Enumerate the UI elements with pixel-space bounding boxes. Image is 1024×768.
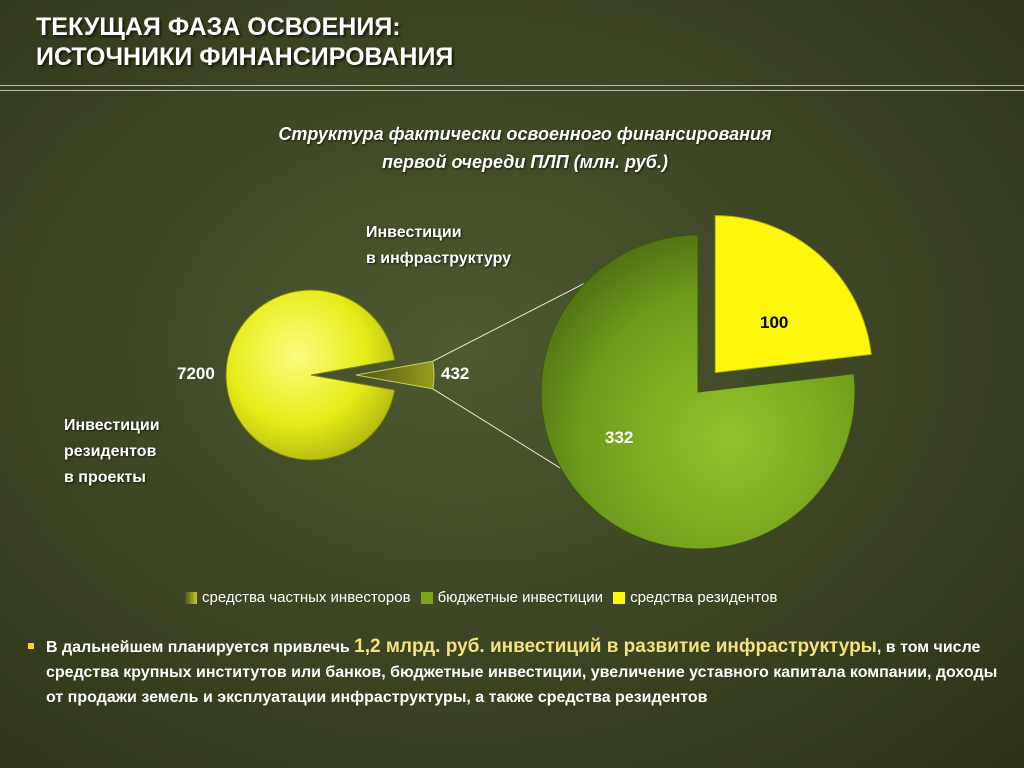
breakdown-pie (540, 215, 872, 550)
legend-item-budget: бюджетные инвестиции (420, 589, 604, 606)
residents-annotation-line3: в проекты (64, 469, 146, 486)
data-label-resident-funds: 100 (760, 313, 789, 332)
chart-title-line1: Структура фактически освоенного финансир… (278, 124, 772, 144)
pie-slice-resident-funds (714, 215, 872, 374)
pie-slice-infrastructure (355, 360, 435, 390)
residents-annotation-line1: Инвестиции (64, 417, 160, 434)
header-divider-top (0, 85, 1024, 86)
data-label-infrastructure: 432 (441, 364, 470, 383)
legend-item-residents: средства резидентов (613, 589, 777, 606)
page-title: ТЕКУЩАЯ ФАЗА ОСВОЕНИЯ: ИСТОЧНИКИ ФИНАНСИ… (36, 12, 453, 72)
infra-annotation-line1: Инвестиции (366, 224, 462, 241)
bullet-text: В дальнейшем планируется привлечь 1,2 мл… (46, 634, 1006, 710)
chart-legend: средства частных инвесторов бюджетные ин… (185, 589, 787, 606)
data-label-residents: 7200 (177, 364, 215, 383)
bullet-text-highlight: 1,2 млрд. руб. инвестиций в развитие инф… (354, 636, 877, 657)
bullet-text-prefix: В дальнейшем планируется привлечь (46, 639, 355, 656)
legend-item-private: средства частных инвесторов (185, 589, 411, 606)
infra-annotation-line2: в инфраструктуру (366, 250, 512, 267)
data-label-budget: 332 (605, 428, 634, 447)
legend-label-budget: бюджетные инвестиции (437, 589, 604, 606)
residents-annotation-line2: резидентов (64, 443, 157, 460)
main-pie (225, 289, 435, 461)
legend-swatch-private (185, 591, 197, 604)
header-divider-bottom (0, 90, 1024, 91)
legend-label-residents: средства резидентов (630, 589, 778, 606)
legend-swatch-budget (420, 591, 433, 604)
legend-label-private: средства частных инвесторов (202, 589, 411, 606)
residents-annotation: Инвестиции резидентов в проекты (64, 413, 160, 491)
pie-slice-budget (540, 234, 856, 550)
chart-title-line2: первой очереди ПЛП (млн. руб.) (382, 152, 668, 172)
bullet-text-suffix: , в том числе средства крупных институто… (46, 639, 998, 706)
bullet-marker-icon (28, 643, 34, 649)
legend-swatch-residents (613, 591, 626, 604)
page-title-line2: ИСТОЧНИКИ ФИНАНСИРОВАНИЯ (36, 43, 454, 71)
infra-annotation: Инвестиции в инфраструктуру (366, 220, 511, 272)
page-title-line1: ТЕКУЩАЯ ФАЗА ОСВОЕНИЯ: (36, 13, 401, 41)
chart-title: Структура фактически освоенного финансир… (200, 120, 850, 176)
connector-line-top (432, 275, 600, 362)
pie-slice-residents (225, 289, 396, 461)
